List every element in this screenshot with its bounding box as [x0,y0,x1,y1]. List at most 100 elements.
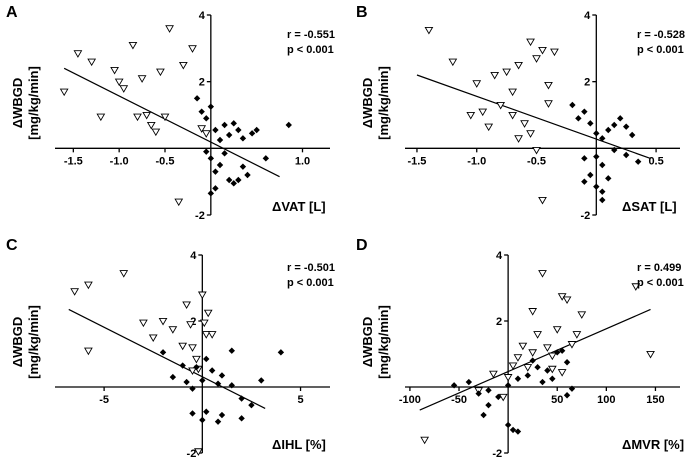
data-point-open-triangle [489,370,498,379]
data-point-filled-diamond [189,410,196,417]
data-point-open-triangle [523,364,533,372]
data-point-open-triangle [160,113,170,122]
data-point-filled-diamond [599,196,606,204]
data-point-open-triangle [194,448,203,456]
y-tick-label: -2 [581,210,591,222]
data-point-open-triangle [119,270,129,278]
data-point-filled-diamond [611,121,618,129]
data-point-filled-diamond [593,183,600,190]
data-point-open-triangle [533,331,542,339]
data-point-open-triangle [484,123,494,132]
y-tick-label: 2 [584,77,590,89]
data-point-open-triangle [544,81,553,90]
y-axis-unit: [mg/kg/min] [26,305,41,379]
x-axis-title: ΔSAT [L] [622,199,677,214]
y-axis-title: ΔWBGD [360,78,375,129]
data-point-filled-diamond [203,148,210,155]
y-tick-label: 4 [496,250,503,262]
data-point-open-triangle [165,25,174,33]
panel-letter: B [356,4,368,21]
data-point-open-triangle [137,75,147,83]
data-point-open-triangle [192,355,201,364]
regression-line [63,67,280,178]
correlation-r-label: r = -0.501 [287,262,335,274]
data-point-filled-diamond [228,347,235,354]
data-point-filled-diamond [212,168,219,175]
data-point-open-triangle [178,342,188,351]
data-point-filled-diamond [253,126,260,134]
data-point-open-triangle [478,108,488,117]
y-axis-unit: [mg/kg/min] [376,305,391,379]
data-point-filled-diamond [504,382,512,389]
data-point-open-triangle [188,367,197,375]
data-point-filled-diamond [599,188,606,195]
data-point-filled-diamond [581,108,588,115]
data-point-open-triangle [199,319,209,328]
data-point-filled-diamond [563,392,571,399]
data-point-filled-diamond [485,401,492,409]
y-axis-unit: [mg/kg/min] [376,66,391,140]
data-point-open-triangle [528,349,538,357]
data-point-open-triangle [168,326,178,334]
data-point-open-triangle [84,347,93,356]
data-point-filled-diamond [225,176,233,184]
data-point-filled-diamond [207,190,215,197]
data-point-open-triangle [538,270,547,278]
panel-letter: D [356,237,368,254]
x-tick-label: -1.5 [64,155,83,167]
data-point-open-triangle [207,331,217,339]
data-point-filled-diamond [212,126,219,134]
data-point-filled-diamond [225,131,233,139]
p-value-label: p < 0.001 [287,44,334,56]
data-point-open-triangle [424,26,434,35]
y-tick-label: 2 [199,77,205,89]
data-point-filled-diamond [189,385,196,392]
data-point-open-triangle [532,146,541,155]
data-point-open-triangle [514,61,523,70]
data-point-filled-diamond [524,372,531,379]
data-point-open-triangle [631,283,641,291]
data-point-filled-diamond [529,357,536,364]
data-point-filled-diamond [193,364,200,371]
data-point-open-triangle [203,309,213,318]
data-point-open-triangle [201,331,211,339]
data-point-filled-diamond [495,393,502,401]
data-point-filled-diamond [159,349,167,356]
data-point-filled-diamond [581,178,588,185]
y-tick-label: -2 [187,448,197,460]
data-point-open-triangle [448,58,458,67]
data-point-open-triangle [96,113,106,122]
p-value-label: p < 0.001 [637,44,684,56]
correlation-r-label: r = -0.551 [287,29,335,41]
y-axis-title: ΔWBGD [10,317,25,368]
data-point-filled-diamond [199,377,206,384]
x-axis-title: ΔMVR [%] [622,437,684,452]
x-tick-label: -100 [399,394,421,406]
x-tick-label: -50 [451,394,467,406]
data-point-filled-diamond [480,411,487,419]
data-point-open-triangle [201,130,211,138]
x-tick-label: -1.5 [407,155,426,167]
data-point-open-triangle [420,436,430,445]
data-point-open-triangle [572,331,582,339]
x-axis-title: ΔVAT [L] [272,199,326,214]
correlation-r-label: r = 0.499 [637,262,681,274]
data-point-open-triangle [73,50,83,58]
data-point-open-triangle [550,48,559,57]
data-point-filled-diamond [218,411,226,419]
data-point-filled-diamond [262,155,270,162]
data-point-filled-diamond [605,126,612,134]
data-point-filled-diamond [285,121,292,129]
data-point-filled-diamond [558,347,566,354]
data-point-filled-diamond [199,416,206,424]
data-point-filled-diamond [617,115,624,122]
data-point-filled-diamond [193,95,201,102]
data-point-open-triangle [526,130,535,138]
data-point-open-triangle [577,311,587,319]
data-point-open-triangle [156,68,165,77]
data-point-open-triangle [543,344,552,352]
data-point-open-triangle [188,45,197,53]
y-tick-label: 2 [496,316,502,328]
data-point-open-triangle [158,317,168,326]
